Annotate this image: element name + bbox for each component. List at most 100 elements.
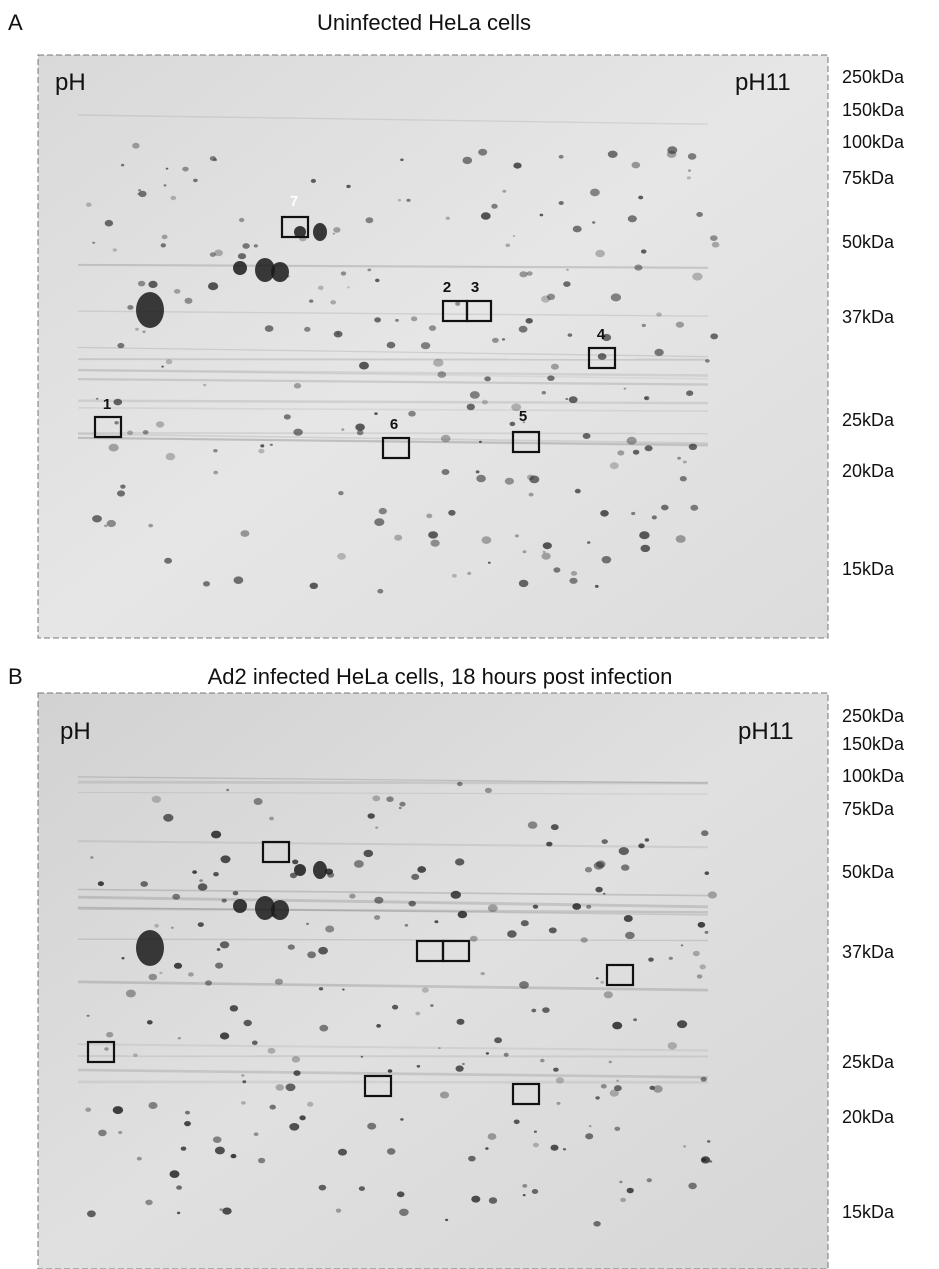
gel-spot: [522, 550, 527, 554]
gel-spot: [514, 534, 519, 538]
gel-spot: [433, 358, 444, 367]
spot-box: [381, 436, 411, 460]
marker-label: 20kDa: [842, 1107, 895, 1127]
gel-image: [37, 692, 829, 1269]
gel-image: [37, 54, 829, 639]
gel-spot: [318, 987, 324, 991]
gel-spot: [338, 491, 344, 496]
gel-spot: [565, 397, 569, 401]
gel-spot: [330, 300, 337, 305]
gel-spot: [478, 148, 488, 156]
gel-spot: [692, 950, 700, 957]
gel-spot: [542, 550, 546, 554]
gel-spot: [392, 1004, 399, 1010]
gel-spot: [299, 1115, 306, 1121]
ph-right-label: pH11: [738, 718, 794, 745]
gel-spot: [539, 213, 544, 217]
gel-spot: [165, 167, 169, 170]
gel-spot: [337, 553, 346, 560]
gel-spot: [408, 410, 416, 417]
gel-spot: [132, 142, 140, 149]
gel-spot: [213, 470, 219, 475]
gel-spot: [644, 396, 650, 401]
gel-spot: [285, 1083, 296, 1092]
gel-spot: [145, 1199, 153, 1206]
gel-spot: [239, 217, 245, 223]
gel-spot: [638, 843, 645, 849]
gel-spot: [106, 1031, 114, 1038]
gel-streak: [77, 432, 709, 435]
gel-spot: [377, 588, 384, 594]
gel-blob: [255, 258, 275, 282]
gel-spot: [568, 396, 578, 404]
gel-spot: [644, 445, 653, 452]
gel-spot: [161, 234, 168, 240]
gel-spot: [531, 1008, 537, 1013]
gel-spot: [199, 879, 203, 882]
gel-spot: [600, 1084, 607, 1089]
gel-spot: [632, 449, 640, 455]
gel-spot: [307, 951, 316, 959]
gel-spot: [404, 923, 409, 927]
gel-spot: [112, 248, 117, 252]
gel-spot: [528, 492, 534, 497]
gel-spot: [614, 1085, 622, 1092]
marker-label: 50kDa: [842, 862, 895, 882]
gel-spot: [626, 436, 637, 445]
gel-spot: [619, 1180, 623, 1184]
gel-spot: [406, 198, 411, 202]
gel-spot: [151, 795, 162, 803]
gel-spot: [243, 1019, 252, 1027]
gel-spot: [165, 452, 176, 461]
gel-spot: [494, 1037, 502, 1044]
gel-spot: [216, 948, 221, 951]
marker-label: 37kDa: [842, 307, 895, 327]
gel-spot: [208, 282, 219, 291]
gel-spot: [480, 972, 485, 976]
gel-spot: [550, 363, 559, 370]
gel-spot: [679, 476, 687, 482]
gel-spot: [213, 158, 218, 162]
gel-spot: [469, 391, 480, 399]
gel-blob: [313, 223, 327, 241]
gel-spot: [209, 252, 216, 257]
gel-spot: [347, 286, 350, 289]
marker-label: 250kDa: [842, 67, 905, 87]
gel-spot: [651, 515, 657, 520]
gel-spot: [363, 849, 374, 858]
gel-spot: [283, 414, 291, 420]
gel-spot: [230, 1153, 237, 1159]
gel-spot: [372, 795, 381, 802]
gel-spot: [481, 399, 488, 405]
gel-spot: [293, 1070, 301, 1076]
gel-spot: [502, 189, 507, 193]
gel-spot: [487, 561, 491, 564]
gel-spot: [610, 293, 622, 302]
gel-spot: [211, 830, 222, 839]
gel-spot: [120, 163, 125, 167]
gel-spot: [511, 403, 522, 412]
gel-spot: [594, 584, 599, 588]
gel-streak: [77, 906, 709, 916]
gel-spot: [214, 249, 223, 257]
gel-spot: [593, 1221, 601, 1227]
gel-spot: [439, 1091, 450, 1099]
gel-spot: [519, 981, 529, 989]
gel-spot: [374, 896, 384, 904]
gel-spot: [309, 582, 318, 589]
gel-spot: [192, 870, 198, 874]
gel-spot: [154, 923, 160, 928]
gel-spot: [97, 881, 104, 887]
gel-spot: [396, 1191, 405, 1198]
gel-spot: [609, 1089, 619, 1097]
gel-spot: [440, 434, 451, 443]
panel-title: Uninfected HeLa cells: [317, 10, 531, 35]
gel-streak: [77, 1043, 709, 1052]
gel-spot: [668, 956, 673, 960]
gel-spot: [358, 1186, 365, 1191]
marker-label: 15kDa: [842, 1202, 895, 1222]
spot-box: [511, 430, 541, 454]
gel-streak: [77, 780, 709, 785]
gel-spot: [541, 552, 551, 560]
gel-spot: [631, 511, 636, 516]
